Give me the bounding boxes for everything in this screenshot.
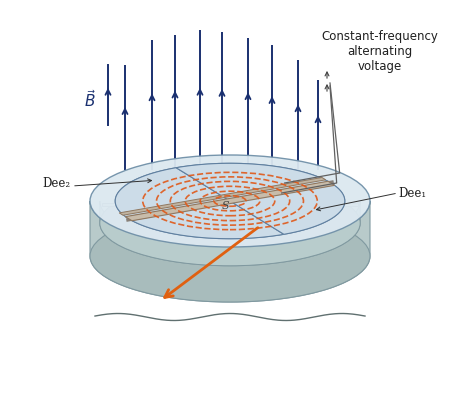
- Polygon shape: [102, 203, 130, 206]
- Polygon shape: [90, 201, 370, 302]
- Ellipse shape: [90, 210, 370, 302]
- Ellipse shape: [90, 155, 370, 247]
- Polygon shape: [100, 201, 360, 266]
- Text: Dee₂: Dee₂: [42, 177, 70, 190]
- Text: Dee₁: Dee₁: [398, 187, 426, 200]
- Ellipse shape: [115, 163, 345, 239]
- Polygon shape: [119, 177, 326, 215]
- Polygon shape: [115, 168, 284, 239]
- Polygon shape: [330, 203, 358, 206]
- Text: $\vec{B}$: $\vec{B}$: [84, 89, 96, 110]
- Polygon shape: [125, 181, 335, 221]
- Ellipse shape: [100, 180, 360, 266]
- Text: Constant-frequency
alternating
voltage: Constant-frequency alternating voltage: [321, 29, 438, 72]
- Polygon shape: [176, 163, 345, 234]
- Text: S: S: [221, 201, 229, 211]
